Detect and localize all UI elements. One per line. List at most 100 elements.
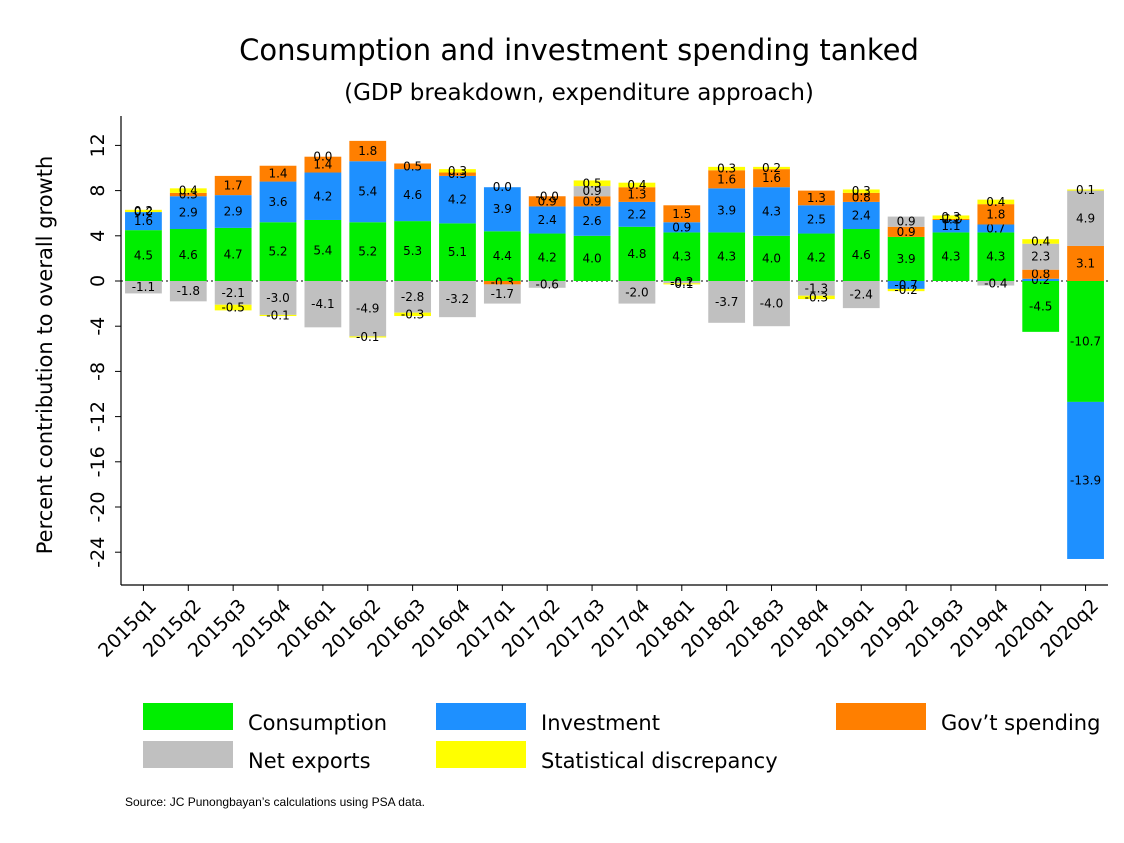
y-tick-label: 4	[87, 230, 109, 242]
data-label: -1.7	[491, 287, 514, 301]
bar-segment	[1067, 189, 1104, 191]
data-label: 3.1	[1076, 256, 1095, 270]
legend-label-govt-spending: Gov’t spending	[941, 711, 1100, 735]
bar-segment	[663, 283, 701, 285]
data-label: -0.3	[805, 290, 828, 304]
bar-segment	[349, 222, 387, 281]
data-label: -13.9	[1070, 473, 1101, 487]
bar-segment	[214, 195, 252, 228]
bar-segment	[125, 209, 162, 213]
bar-segment	[618, 226, 656, 281]
bar-segment	[887, 281, 925, 289]
bar-segment	[753, 281, 790, 327]
bar-segment	[1022, 278, 1060, 281]
data-label: 0.5	[403, 159, 422, 173]
bar-segment	[663, 205, 701, 223]
data-label: -0.5	[221, 301, 244, 315]
data-label: 0.3	[448, 164, 467, 178]
bar-segment	[169, 192, 207, 197]
data-label: -1.3	[805, 281, 828, 295]
bar-segment	[304, 281, 342, 328]
data-label: 1.3	[807, 191, 826, 205]
bar-segment	[169, 281, 207, 302]
bar-segment	[573, 186, 611, 197]
data-label: 3.6	[268, 195, 287, 209]
bar-segment	[394, 169, 432, 222]
data-label: 4.4	[493, 249, 512, 263]
data-label: 0.1	[1076, 183, 1095, 197]
bar-segment	[528, 233, 566, 281]
bar-segment	[349, 281, 387, 337]
bar-segment	[214, 227, 252, 281]
bar-segment	[439, 169, 476, 173]
bar-segment	[618, 187, 656, 202]
bar-segment	[887, 216, 925, 227]
bar-segment	[259, 314, 297, 317]
data-label: 4.3	[672, 250, 691, 264]
data-label: 2.9	[179, 206, 198, 220]
data-label: 1.4	[268, 167, 287, 181]
data-label: 4.3	[986, 250, 1005, 264]
bar-segment	[573, 235, 611, 281]
bar-segment	[932, 218, 970, 220]
data-label: 4.2	[448, 193, 467, 207]
bar-segment	[842, 201, 880, 230]
data-label: 2.6	[583, 214, 602, 228]
bar-segment	[169, 229, 207, 281]
data-label: 0.9	[672, 220, 691, 234]
bar-segment	[797, 205, 835, 234]
bar-segment	[1022, 239, 1060, 244]
bar-segment	[483, 284, 521, 304]
bar-segment	[618, 281, 656, 304]
y-tick-label: -12	[87, 401, 109, 432]
data-label: 0.9	[583, 194, 602, 208]
legend-swatch-net-exports	[143, 741, 233, 768]
bar-segment	[483, 231, 521, 281]
bar-segment	[349, 161, 387, 223]
bar-segment	[394, 221, 432, 281]
data-label: 0.0	[134, 205, 153, 219]
data-label: 5.2	[358, 245, 377, 259]
data-label: -0.1	[266, 308, 289, 322]
data-label: 4.6	[403, 188, 422, 202]
data-label: -2.1	[221, 286, 244, 300]
legend-label-net-exports: Net exports	[248, 749, 371, 773]
data-label: -0.2	[894, 283, 917, 297]
bar-segment	[663, 281, 701, 284]
data-label: -4.0	[760, 297, 783, 311]
bar-segment	[618, 182, 656, 188]
bar-segment	[887, 236, 925, 281]
bar-segment	[1067, 401, 1104, 559]
bar-segment	[932, 219, 970, 233]
bar-segment	[663, 232, 701, 281]
y-tick-label: -24	[87, 537, 109, 568]
bar-segment	[1067, 245, 1104, 281]
bar-segment	[708, 281, 746, 323]
data-label: -4.9	[356, 302, 379, 316]
legend-swatch-investment	[436, 703, 526, 730]
bar-segment	[977, 199, 1015, 205]
data-label: 0.9	[583, 184, 602, 198]
legend: Consumption Investment Gov’t spending Ne…	[143, 703, 1100, 773]
data-label: 4.3	[762, 205, 781, 219]
source-note: Source: JC Punongbayan’s calculations us…	[125, 795, 425, 809]
bar-segment	[394, 281, 432, 313]
data-label: -1.1	[132, 280, 155, 294]
data-label: -2.8	[401, 290, 424, 304]
bar-segment	[573, 196, 611, 207]
data-label: 2.4	[538, 213, 557, 227]
data-label: -0.1	[670, 277, 693, 291]
bar-segment	[797, 295, 835, 300]
data-label: 1.7	[224, 179, 243, 193]
y-tick-label: -4	[87, 317, 109, 336]
bar-segment	[1022, 243, 1060, 270]
bar-segment	[125, 281, 162, 294]
bar-segment	[977, 232, 1015, 281]
data-label: 4.0	[583, 251, 602, 265]
data-label: -0.3	[401, 307, 424, 321]
data-label: -0.7	[894, 278, 917, 292]
data-label: 0.9	[538, 194, 557, 208]
bar-segment	[753, 235, 790, 281]
data-label: -10.7	[1070, 334, 1101, 348]
bar-segment	[528, 206, 566, 234]
